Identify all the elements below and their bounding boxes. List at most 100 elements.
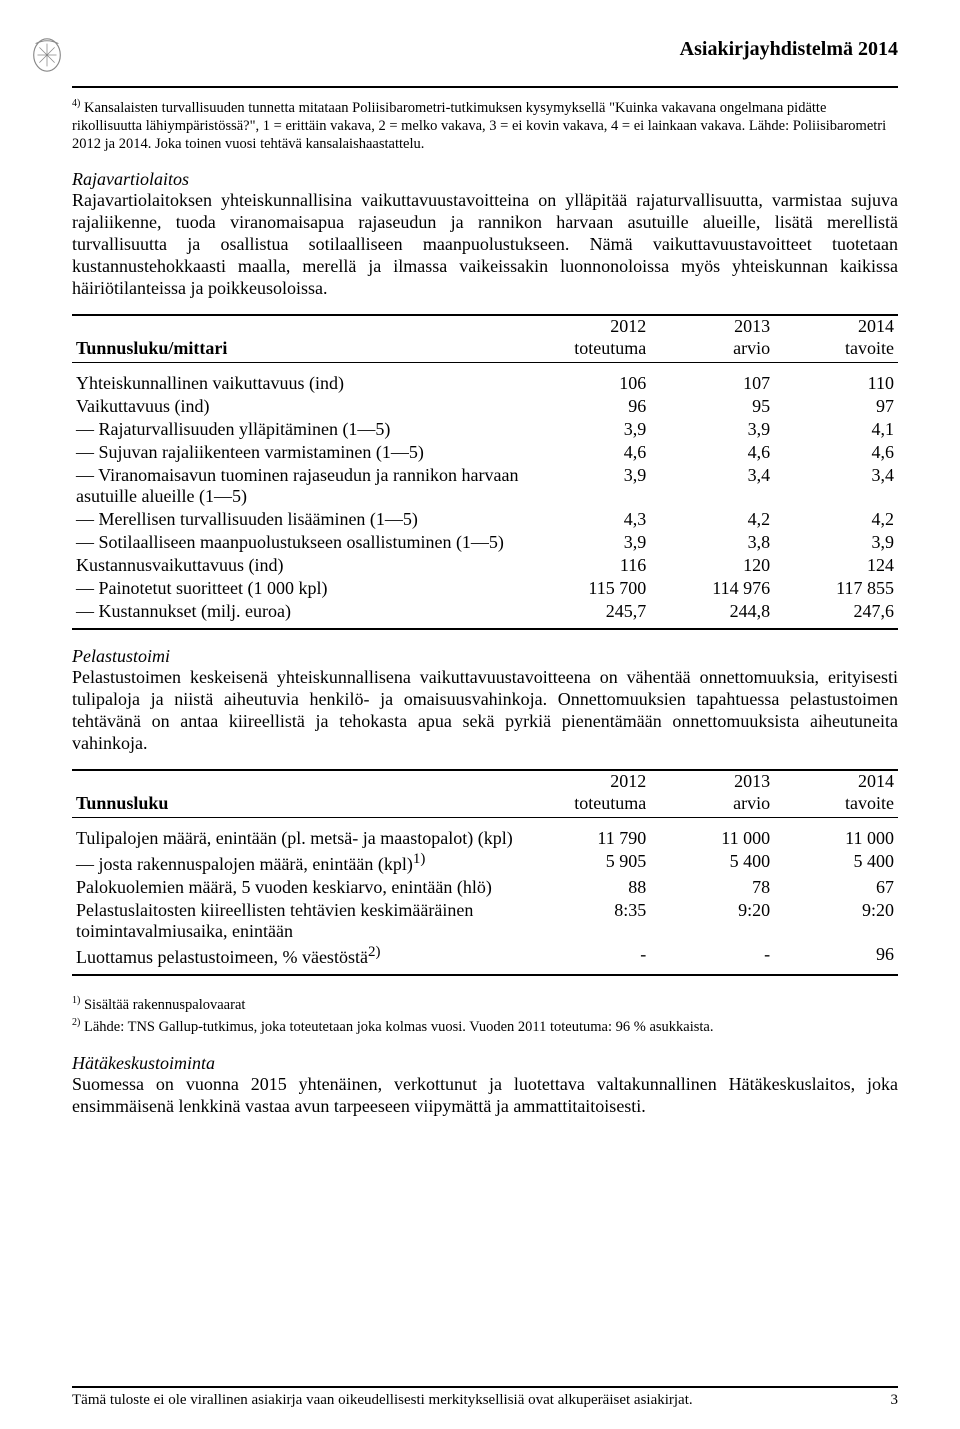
cell-value: 5 400 — [650, 850, 774, 876]
cell-value: 3,8 — [650, 531, 774, 554]
document-title: Asiakirjayhdistelmä 2014 — [680, 38, 898, 61]
row-label: Vaikuttavuus (ind) — [72, 395, 526, 418]
cell-value: 4,1 — [774, 418, 898, 441]
cell-value: 244,8 — [650, 600, 774, 629]
page-number: 3 — [891, 1392, 899, 1409]
cell-value: 97 — [774, 395, 898, 418]
row-label: Luottamus pelastustoimeen, % väestöstä2) — [72, 943, 526, 975]
row-label: — Painotetut suoritteet (1 000 kpl) — [72, 577, 526, 600]
row-label: — josta rakennuspalojen määrä, enintään … — [72, 850, 526, 876]
table-row: — Painotetut suoritteet (1 000 kpl)115 7… — [72, 577, 898, 600]
table-row: Yhteiskunnallinen vaikuttavuus (ind)1061… — [72, 363, 898, 396]
cell-value: 96 — [774, 943, 898, 975]
cell-value: 110 — [774, 363, 898, 396]
col-sub: tavoite — [774, 338, 898, 363]
col-sub: toteutuma — [526, 793, 650, 818]
cell-value: 120 — [650, 554, 774, 577]
cell-value: 3,9 — [774, 531, 898, 554]
cell-value: 4,2 — [650, 508, 774, 531]
cell-value: 4,6 — [650, 441, 774, 464]
cell-value: 88 — [526, 876, 650, 899]
page-footer: Tämä tuloste ei ole virallinen asiakirja… — [72, 1386, 898, 1409]
col-year: 2014 — [774, 315, 898, 338]
table-row: — Rajaturvallisuuden ylläpitäminen (1—5)… — [72, 418, 898, 441]
table-row: Luottamus pelastustoimeen, % väestöstä2)… — [72, 943, 898, 975]
col-year: 2012 — [526, 315, 650, 338]
table-row: Tulipalojen määrä, enintään (pl. metsä- … — [72, 818, 898, 851]
row-label: Pelastuslaitosten kiireellisten tehtävie… — [72, 899, 526, 943]
cell-value: 124 — [774, 554, 898, 577]
cell-value: 3,9 — [526, 464, 650, 508]
cell-value: - — [650, 943, 774, 975]
cell-value: 3,9 — [650, 418, 774, 441]
table-row: — josta rakennuspalojen määrä, enintään … — [72, 850, 898, 876]
cell-value: 5 400 — [774, 850, 898, 876]
row-label: Yhteiskunnallinen vaikuttavuus (ind) — [72, 363, 526, 396]
cell-value: 11 790 — [526, 818, 650, 851]
cell-value: 4,6 — [526, 441, 650, 464]
table-row: — Sujuvan rajaliikenteen varmistaminen (… — [72, 441, 898, 464]
cell-value: 3,4 — [650, 464, 774, 508]
top-footnote: 4) Kansalaisten turvallisuuden tunnetta … — [72, 98, 898, 153]
section-rajavartiolaitos-body: Rajavartiolaitoksen yhteiskunnallisina v… — [72, 190, 898, 300]
table-rajavartiolaitos: 2012 2013 2014 Tunnusluku/mittari toteut… — [72, 314, 898, 630]
row-label: — Rajaturvallisuuden ylläpitäminen (1—5) — [72, 418, 526, 441]
table-row: — Viranomaisavun tuominen rajaseudun ja … — [72, 464, 898, 508]
footnote-1-text: Sisältää rakennuspalovaarat — [84, 997, 245, 1013]
cell-value: 3,4 — [774, 464, 898, 508]
table2-footnotes: 1) Sisältää rakennuspalovaarat 2) Lähde:… — [72, 994, 898, 1037]
footer-text: Tämä tuloste ei ole virallinen asiakirja… — [72, 1392, 693, 1409]
row-label: Tulipalojen määrä, enintään (pl. metsä- … — [72, 818, 526, 851]
table-row: — Sotilaalliseen maanpuolustukseen osall… — [72, 531, 898, 554]
cell-value: 96 — [526, 395, 650, 418]
col-year: 2014 — [774, 770, 898, 793]
footnote-4-text: Kansalaisten turvallisuuden tunnetta mit… — [72, 100, 886, 152]
cell-value: 3,9 — [526, 531, 650, 554]
section-pelastustoimi-title: Pelastustoimi — [72, 646, 898, 667]
footnote-2-text: Lähde: TNS Gallup-tutkimus, joka toteute… — [84, 1018, 714, 1034]
col-year: 2012 — [526, 770, 650, 793]
cell-value: 9:20 — [774, 899, 898, 943]
table-row: Kustannusvaikuttavuus (ind)116120124 — [72, 554, 898, 577]
cell-value: 116 — [526, 554, 650, 577]
cell-value: 95 — [650, 395, 774, 418]
cell-value: 106 — [526, 363, 650, 396]
row-label: — Sotilaalliseen maanpuolustukseen osall… — [72, 531, 526, 554]
page-header: Asiakirjayhdistelmä 2014 — [72, 30, 898, 88]
cell-value: 5 905 — [526, 850, 650, 876]
table-row: Pelastuslaitosten kiireellisten tehtävie… — [72, 899, 898, 943]
cell-value: 4,3 — [526, 508, 650, 531]
row-label: — Merellisen turvallisuuden lisääminen (… — [72, 508, 526, 531]
row-label: — Sujuvan rajaliikenteen varmistaminen (… — [72, 441, 526, 464]
cell-value: 67 — [774, 876, 898, 899]
col-head-left: Tunnusluku/mittari — [72, 338, 526, 363]
section-rajavartiolaitos-title: Rajavartiolaitos — [72, 169, 898, 190]
row-label: — Kustannukset (milj. euroa) — [72, 600, 526, 629]
col-sub: arvio — [650, 338, 774, 363]
cell-value: 8:35 — [526, 899, 650, 943]
col-year: 2013 — [650, 770, 774, 793]
cell-value: 247,6 — [774, 600, 898, 629]
cell-value: 78 — [650, 876, 774, 899]
cell-value: 107 — [650, 363, 774, 396]
cell-value: 114 976 — [650, 577, 774, 600]
table-row: — Kustannukset (milj. euroa)245,7244,824… — [72, 600, 898, 629]
cell-value: 3,9 — [526, 418, 650, 441]
row-label: Kustannusvaikuttavuus (ind) — [72, 554, 526, 577]
table-pelastustoimi: 2012 2013 2014 Tunnusluku toteutuma arvi… — [72, 769, 898, 976]
row-label: Palokuolemien määrä, 5 vuoden keskiarvo,… — [72, 876, 526, 899]
table-row: Palokuolemien määrä, 5 vuoden keskiarvo,… — [72, 876, 898, 899]
cell-value: 11 000 — [650, 818, 774, 851]
row-label: — Viranomaisavun tuominen rajaseudun ja … — [72, 464, 526, 508]
cell-value: 115 700 — [526, 577, 650, 600]
cell-value: 4,2 — [774, 508, 898, 531]
cell-value: 11 000 — [774, 818, 898, 851]
section-pelastustoimi-body: Pelastustoimen keskeisenä yhteiskunnalli… — [72, 667, 898, 755]
coat-of-arms-icon — [28, 36, 66, 74]
section-hatakeskus-title: Hätäkeskustoiminta — [72, 1053, 898, 1074]
col-sub: tavoite — [774, 793, 898, 818]
cell-value: 117 855 — [774, 577, 898, 600]
section-hatakeskus-body: Suomessa on vuonna 2015 yhtenäinen, verk… — [72, 1074, 898, 1118]
col-sub: arvio — [650, 793, 774, 818]
cell-value: 4,6 — [774, 441, 898, 464]
